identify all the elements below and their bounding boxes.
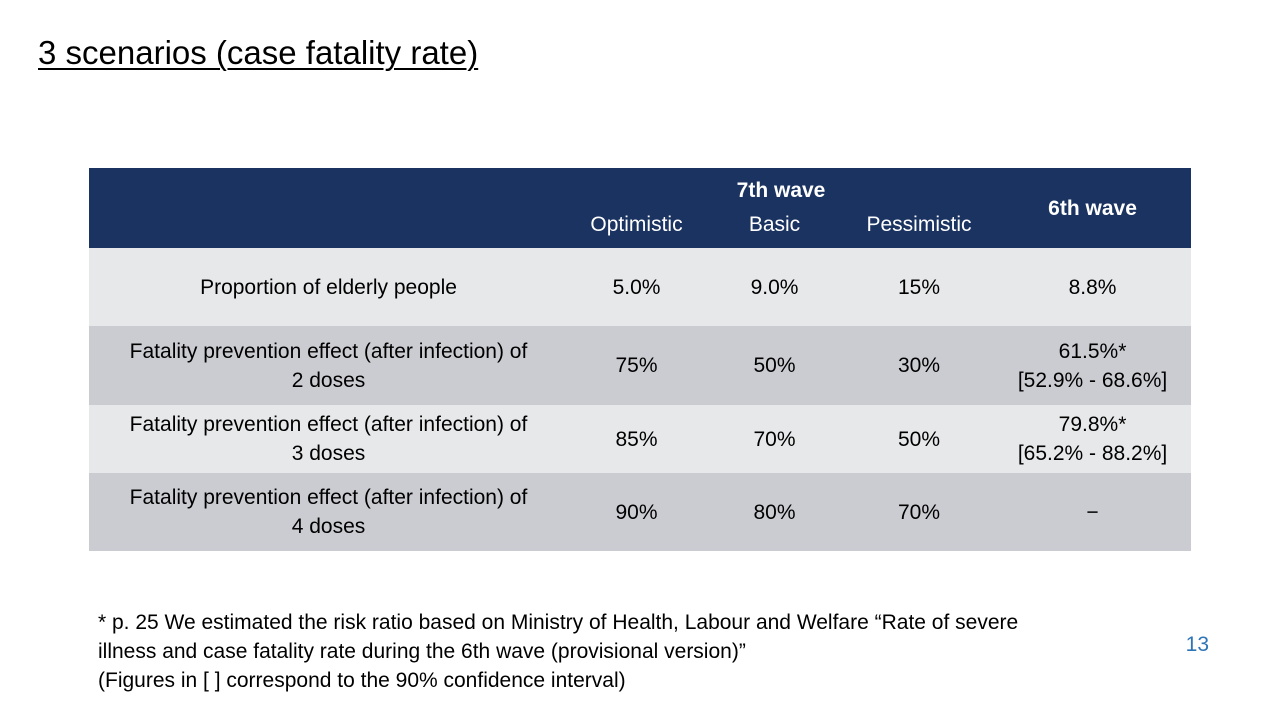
optimistic-value: 75% bbox=[568, 326, 705, 405]
table-row: Fatality prevention effect (after infect… bbox=[89, 326, 1192, 405]
row-label: Proportion of elderly people bbox=[89, 248, 568, 326]
footnote: * p. 25 We estimated the risk ratio base… bbox=[98, 608, 1178, 695]
row-label-text: Fatality prevention effect (after infect… bbox=[129, 413, 528, 436]
footnote-line: (Figures in [ ] correspond to the 90% co… bbox=[98, 669, 626, 692]
table-header-row: 7th wave 6th wave bbox=[89, 168, 1192, 248]
optimistic-value: 90% bbox=[568, 473, 705, 551]
page-number: 13 bbox=[1185, 633, 1209, 656]
pessimistic-value: 30% bbox=[844, 326, 995, 405]
basic-value: 9.0% bbox=[705, 248, 844, 326]
sixth-wave-estimate: − bbox=[1086, 500, 1099, 524]
sixth-wave-value: 79.8%* [65.2% - 88.2%] bbox=[994, 405, 1192, 473]
pessimistic-value: 70% bbox=[844, 473, 995, 551]
scenario-table: 7th wave 6th wave Optimistic Basic Pessi… bbox=[89, 168, 1192, 551]
row-label-dose: 3 doses bbox=[291, 442, 366, 465]
basic-value: 50% bbox=[705, 326, 844, 405]
basic-value: 80% bbox=[705, 473, 844, 551]
confidence-interval: [65.2% - 88.2%] bbox=[1017, 442, 1168, 465]
row-label-header bbox=[89, 168, 568, 248]
row-label: Fatality prevention effect (after infect… bbox=[89, 326, 568, 405]
sixth-wave-value: 8.8% bbox=[994, 248, 1192, 326]
sixth-wave-estimate: 8.8% bbox=[1068, 275, 1117, 299]
sixth-wave-header: 6th wave bbox=[994, 168, 1192, 248]
table-row: Fatality prevention effect (after infect… bbox=[89, 473, 1192, 551]
optimistic-value: 5.0% bbox=[568, 248, 705, 326]
sixth-wave-estimate: 61.5%* bbox=[1058, 339, 1127, 363]
optimistic-value: 85% bbox=[568, 405, 705, 473]
seventh-wave-header: 7th wave bbox=[568, 168, 995, 210]
row-label: Fatality prevention effect (after infect… bbox=[89, 473, 568, 551]
row-label-text: Fatality prevention effect (after infect… bbox=[129, 339, 528, 363]
pessimistic-value: 15% bbox=[844, 248, 995, 326]
footnote-line: illness and case fatality rate during th… bbox=[98, 640, 746, 663]
table-row: Fatality prevention effect (after infect… bbox=[89, 405, 1192, 473]
row-label-text: Fatality prevention effect (after infect… bbox=[129, 486, 528, 509]
optimistic-header: Optimistic bbox=[568, 210, 705, 248]
basic-header: Basic bbox=[705, 210, 844, 248]
table-row: Proportion of elderly people 5.0% 9.0% 1… bbox=[89, 248, 1192, 326]
sixth-wave-value: − bbox=[994, 473, 1192, 551]
pessimistic-header: Pessimistic bbox=[844, 210, 995, 248]
table-subheader-row: Optimistic Basic Pessimistic bbox=[89, 210, 1191, 248]
slide-title: 3 scenarios (case fatality rate) bbox=[38, 34, 479, 71]
confidence-interval: [52.9% - 68.6%] bbox=[1017, 368, 1168, 392]
row-label: Fatality prevention effect (after infect… bbox=[89, 405, 568, 473]
sixth-wave-estimate: 79.8%* bbox=[1058, 413, 1127, 436]
row-label-text: Proportion of elderly people bbox=[200, 275, 457, 299]
sixth-wave-value: 61.5%* [52.9% - 68.6%] bbox=[994, 326, 1192, 405]
row-label-dose: 2 doses bbox=[291, 368, 366, 392]
basic-value: 70% bbox=[705, 405, 844, 473]
pessimistic-value: 50% bbox=[844, 405, 995, 473]
footnote-line: * p. 25 We estimated the risk ratio base… bbox=[98, 611, 1019, 634]
row-label-dose: 4 doses bbox=[291, 515, 366, 538]
